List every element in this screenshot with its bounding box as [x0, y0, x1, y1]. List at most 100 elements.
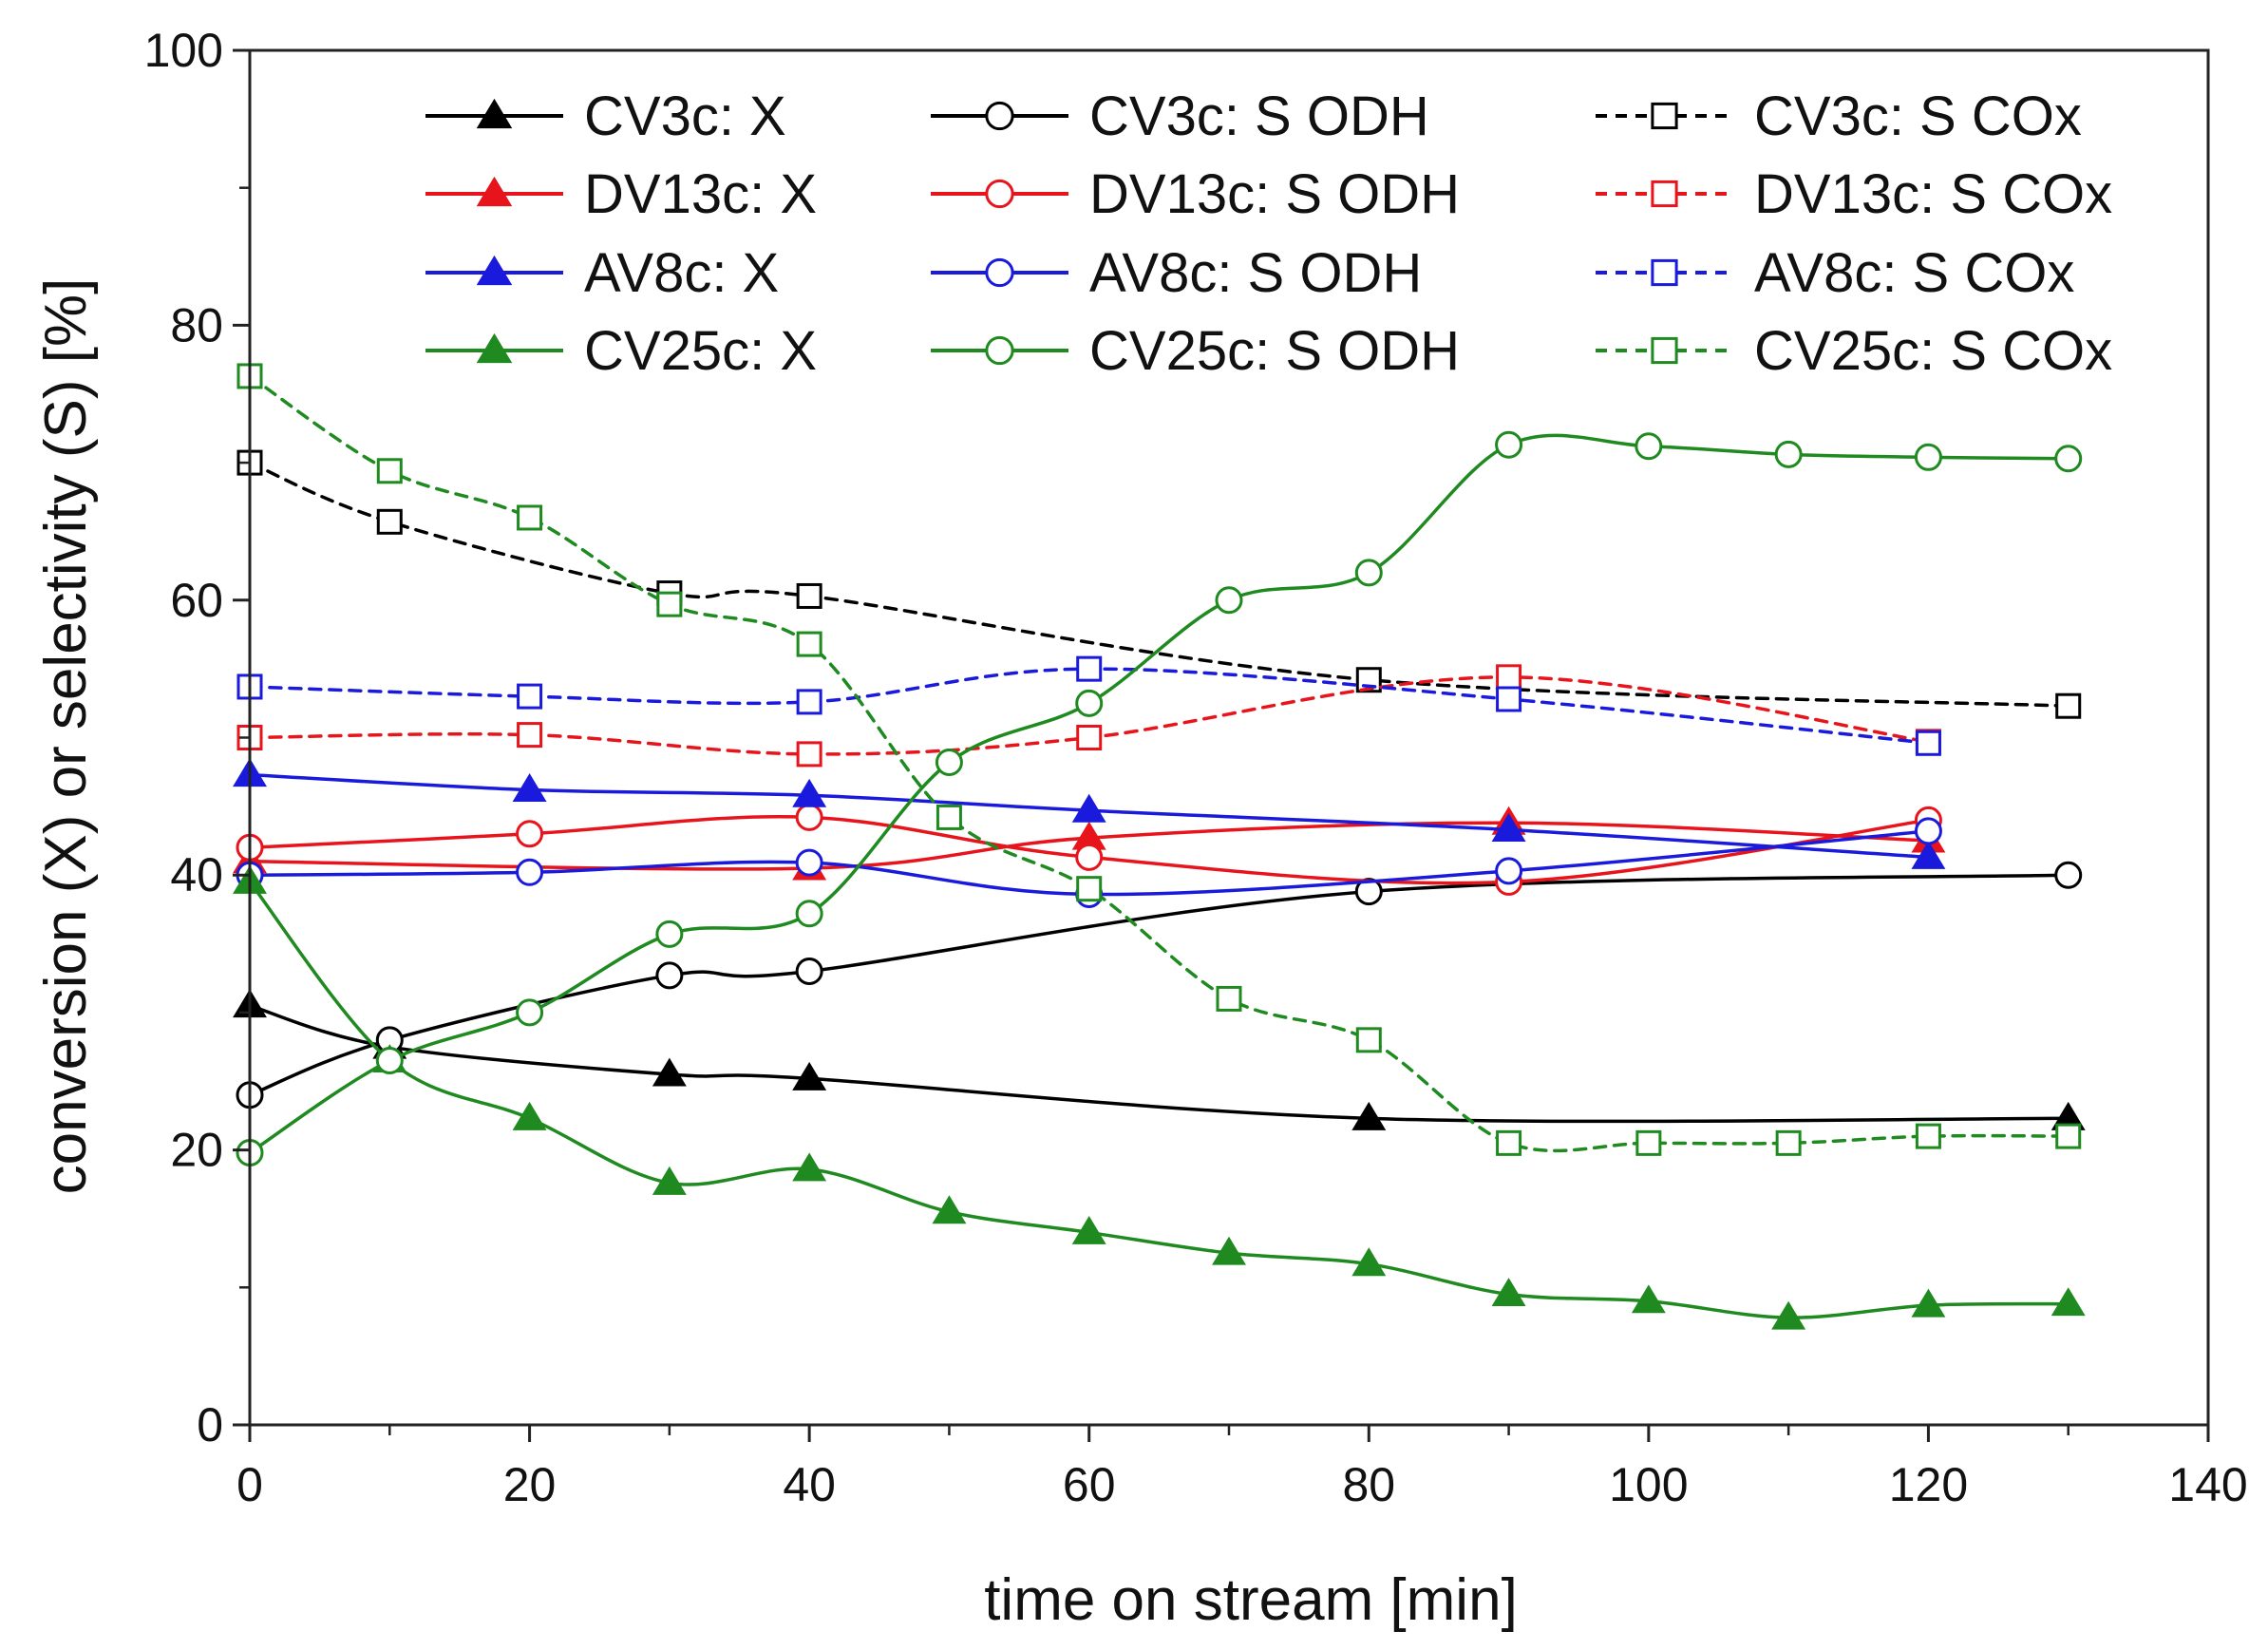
legend-entry-cv3c-s-cox: CV3c: S COx [1596, 85, 2082, 147]
legend-label: AV8c: S COx [1754, 242, 2074, 304]
data-point-cv25c-x-120 [1911, 1288, 1946, 1318]
data-point-av8c-s-cox-60 [1076, 655, 1103, 682]
x-tick-label-60: 60 [1063, 1458, 1116, 1511]
data-point-cv25c-s-cox-30 [656, 591, 683, 617]
data-point-dv13c-s-odh-20 [516, 820, 544, 848]
data-point-cv25c-x-50 [932, 1195, 967, 1224]
legend: CV3c: X DV13c: X AV8c: X CV25c: X CV3c: S OD… [425, 85, 2112, 382]
series-cv3c-x [233, 989, 2086, 1130]
data-point-av8c-x-60 [1071, 793, 1106, 823]
legend-marker [985, 101, 1014, 131]
legend-label: CV3c: S COx [1754, 85, 2082, 147]
data-point-cv25c-s-cox-20 [517, 504, 543, 531]
series-line-cv3c-s-odh [248, 873, 2070, 1097]
series-av8c-s-cox [236, 655, 1941, 756]
legend-entry-cv25c-s-odh: CV25c: S ODH [931, 320, 1460, 382]
data-point-dv13c-s-odh-40 [795, 803, 823, 831]
data-point-cv3c-s-cox-130 [2055, 692, 2082, 719]
legend-label: DV13c: S ODH [1089, 163, 1460, 225]
data-point-cv25c-s-cox-130 [2055, 1123, 2082, 1149]
legend-label: DV13c: X [584, 163, 817, 225]
data-point-cv25c-x-20 [512, 1101, 547, 1130]
series-av8c-s-odh [236, 817, 1942, 908]
series-line-av8c-s-odh [248, 829, 1931, 897]
x-tick-label-20: 20 [503, 1458, 557, 1511]
series-line-cv25c-s-odh [248, 433, 2070, 1155]
data-point-av8c-s-odh-90 [1495, 857, 1523, 885]
data-point-cv3c-x-80 [1351, 1101, 1387, 1130]
data-point-av8c-x-90 [1491, 813, 1526, 842]
data-point-cv3c-x-40 [792, 1061, 827, 1091]
legend-marker [985, 179, 1014, 209]
x-tick-label-100: 100 [1609, 1458, 1688, 1511]
series-line-dv13c-s-cox [248, 675, 1931, 756]
legend-label: AV8c: S ODH [1089, 242, 1422, 304]
legend-entry-dv13c-s-cox: DV13c: S COx [1596, 163, 2112, 225]
legend-label: AV8c: X [584, 242, 779, 304]
legend-entry-cv3c-s-odh: CV3c: S ODH [931, 85, 1429, 147]
data-point-av8c-s-odh-20 [516, 858, 544, 886]
series-line-av8c-x [248, 772, 1931, 860]
data-point-cv25c-s-cox-50 [936, 804, 962, 830]
data-point-cv3c-s-odh-30 [655, 961, 684, 990]
series-line-cv3c-x [248, 1003, 2070, 1124]
data-point-cv25c-s-odh-40 [795, 900, 823, 928]
data-point-cv25c-s-odh-110 [1774, 440, 1803, 468]
series-cv3c-s-odh [236, 861, 2083, 1109]
series-line-cv3c-s-cox [248, 461, 2070, 708]
data-point-cv25c-x-40 [792, 1152, 827, 1182]
data-point-cv25c-s-odh-30 [655, 920, 684, 948]
legend-marker [476, 176, 513, 207]
data-point-cv25c-x-60 [1071, 1215, 1106, 1244]
data-point-cv25c-x-110 [1771, 1300, 1806, 1330]
data-point-av8c-s-cox-120 [1915, 730, 1941, 756]
data-point-cv25c-x-80 [1351, 1247, 1387, 1277]
data-point-cv3c-s-cox-40 [796, 582, 822, 609]
legend-marker [985, 257, 1014, 288]
y-tick-label-20: 20 [170, 1124, 223, 1177]
data-point-dv13c-s-odh-60 [1075, 843, 1104, 871]
data-point-cv25c-s-odh-70 [1215, 586, 1243, 615]
data-point-cv25c-x-30 [652, 1166, 687, 1195]
data-point-cv3c-x-30 [652, 1057, 687, 1087]
series-cv25c-s-odh [236, 430, 2083, 1166]
legend-entry-dv13c-s-odh: DV13c: S ODH [931, 163, 1460, 225]
data-point-av8c-x-20 [512, 773, 547, 802]
legend-marker [476, 255, 513, 286]
data-point-cv3c-s-odh-80 [1354, 878, 1383, 906]
data-point-av8c-s-odh-120 [1914, 817, 1942, 845]
series-line-cv25c-s-cox [248, 374, 2070, 1153]
legend-marker [1651, 102, 1678, 130]
data-point-cv25c-s-odh-10 [375, 1047, 404, 1075]
y-tick-label-0: 0 [197, 1398, 223, 1451]
data-point-cv25c-s-odh-100 [1635, 432, 1663, 461]
y-tick-label-80: 80 [170, 298, 223, 351]
legend-label: CV3c: X [584, 85, 786, 147]
data-point-cv25c-s-odh-20 [516, 998, 544, 1027]
data-point-dv13c-s-cox-20 [517, 722, 543, 749]
data-point-cv25c-s-cox-110 [1775, 1129, 1802, 1156]
data-point-av8c-s-cox-20 [517, 683, 543, 710]
data-point-cv25c-x-70 [1212, 1236, 1246, 1265]
legend-label: CV25c: S COx [1754, 320, 2112, 382]
legend-marker [985, 335, 1014, 366]
legend-entry-cv3c-x: CV3c: X [425, 85, 786, 147]
data-point-dv13c-s-cox-90 [1496, 664, 1522, 691]
data-point-cv25c-s-cox-10 [376, 458, 403, 484]
x-tick-label-80: 80 [1342, 1458, 1395, 1511]
legend-marker [1651, 180, 1678, 208]
data-point-cv25c-s-odh-120 [1914, 443, 1942, 471]
data-point-cv25c-s-odh-50 [935, 749, 963, 777]
data-point-cv25c-x-100 [1631, 1284, 1666, 1314]
data-point-av8c-s-cox-40 [796, 689, 822, 715]
data-point-cv25c-s-odh-130 [2054, 445, 2083, 473]
x-tick-label-120: 120 [1889, 1458, 1968, 1511]
x-axis-title: time on stream [min] [984, 1567, 1518, 1633]
data-point-cv25c-x-90 [1491, 1278, 1526, 1307]
data-point-cv25c-x-130 [2051, 1287, 2086, 1317]
data-point-cv25c-s-cox-120 [1915, 1123, 1941, 1149]
data-point-av8c-x-120 [1911, 840, 1946, 869]
data-point-cv25c-s-cox-60 [1076, 876, 1103, 902]
data-point-cv25c-s-cox-70 [1216, 985, 1242, 1012]
